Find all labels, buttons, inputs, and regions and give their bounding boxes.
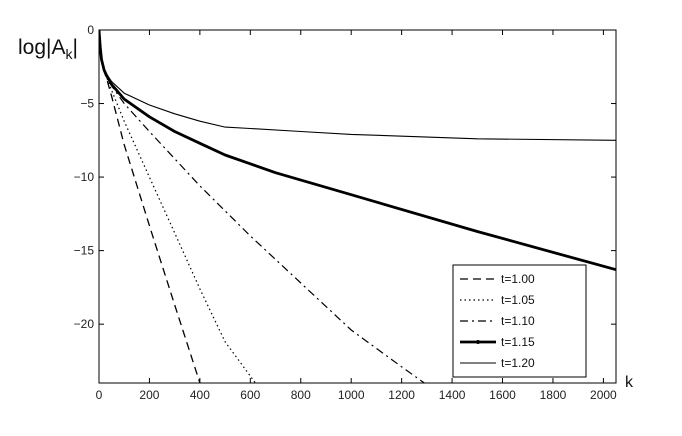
legend-entry-label: t=1.20 [501, 356, 535, 370]
axes-layer: 0 200 400 600 800 1000 1200 1400 1600 1800 2000 0 −5… [74, 23, 634, 402]
x-tick-label: 200 [139, 388, 159, 402]
series-line-t-1-15 [99, 30, 616, 272]
y-axis-label-sub: k [65, 46, 73, 63]
series-layer [99, 30, 616, 383]
legend-entry-label: t=1.10 [501, 314, 535, 328]
legend-entry-label: t=1.15 [501, 335, 535, 349]
y-tick-label: −10 [74, 170, 95, 184]
y-tick-label: −5 [80, 97, 94, 111]
legend-marker [476, 340, 480, 344]
y-tick-label: 0 [87, 23, 94, 37]
y-tick-label: −20 [74, 317, 95, 331]
x-tick-label: 800 [291, 388, 311, 402]
x-tick-label: 1000 [338, 388, 365, 402]
legend-box [452, 264, 587, 378]
legend-entry-label: t=1.00 [501, 272, 535, 286]
legend-entry-label: t=1.05 [501, 293, 535, 307]
series-line-t-1-20 [99, 30, 616, 141]
x-tick-label: 400 [190, 388, 210, 402]
y-tick-label: −15 [74, 244, 95, 258]
series-line-t-1-05 [99, 30, 256, 383]
y-axis-label: log|Ak| [18, 36, 78, 62]
y-axis-label-tail: | [72, 36, 78, 59]
plot-frame [98, 29, 617, 384]
x-tick-label: 1600 [489, 388, 516, 402]
x-tick-label: 1800 [540, 388, 567, 402]
y-axis-label-main: log|A [18, 36, 66, 59]
x-tick-label: 1400 [439, 388, 466, 402]
x-tick-label: 0 [96, 388, 103, 402]
x-axis-label: k [625, 374, 634, 391]
x-tick-label: 1200 [388, 388, 415, 402]
x-tick-label: 2000 [590, 388, 617, 402]
legend: t=1.00 t=1.05 t=1.10 t=1.15 t=1.20 [452, 264, 587, 378]
series-line-t-1-10 [99, 30, 425, 383]
series-line-t-1-00 [99, 30, 201, 383]
x-tick-label: 600 [240, 388, 260, 402]
